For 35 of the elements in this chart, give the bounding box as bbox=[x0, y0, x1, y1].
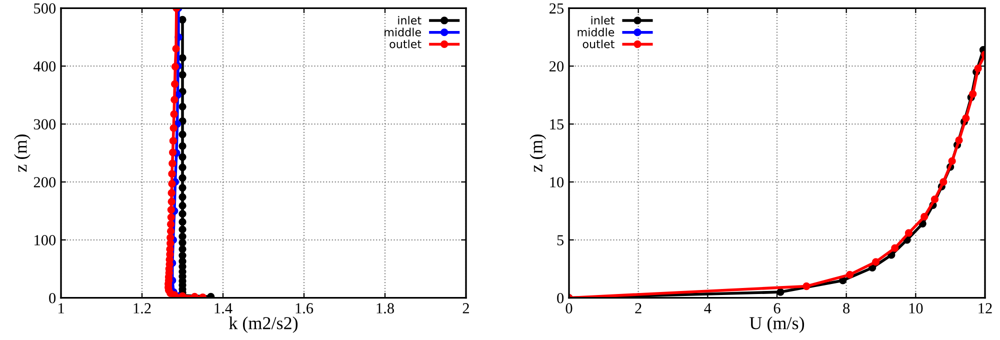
x-tick-label: 12 bbox=[978, 303, 992, 314]
y-tick-label: 100 bbox=[34, 235, 56, 246]
x-tick-label: 4 bbox=[704, 303, 712, 314]
legend-label: inlet bbox=[398, 16, 422, 25]
x-tick-label: 1 bbox=[58, 303, 64, 314]
legend-label: inlet bbox=[591, 16, 614, 25]
x-tick-label: 1.6 bbox=[296, 303, 314, 314]
y-tick-label: 15 bbox=[550, 119, 564, 130]
x-tick-label: 2 bbox=[635, 303, 642, 314]
legend-label: middle bbox=[384, 28, 421, 36]
y-axis-title: z (m) bbox=[530, 134, 546, 172]
x-tick-label: 8 bbox=[843, 303, 850, 314]
x-axis-title: k (m2/s2) bbox=[228, 316, 298, 333]
legend-label: middle bbox=[578, 28, 614, 36]
x-tick-label: 1.8 bbox=[376, 303, 394, 314]
x-tick-label: 10 bbox=[909, 303, 923, 314]
y-tick-label: 0 bbox=[49, 292, 56, 304]
x-axis-title: U (m/s) bbox=[750, 316, 804, 333]
y-tick-label: 300 bbox=[34, 119, 56, 130]
y-tick-label: 5 bbox=[557, 235, 564, 246]
y-tick-label: 10 bbox=[550, 177, 564, 188]
y-tick-label: 25 bbox=[550, 3, 564, 14]
legend-label: outlet bbox=[390, 40, 422, 48]
x-tick-label: 1.4 bbox=[214, 303, 232, 314]
x-tick-label: 1.2 bbox=[134, 303, 151, 314]
legend-label: outlet bbox=[582, 40, 614, 48]
x-tick-label: 2 bbox=[462, 303, 469, 314]
x-tick-label: 6 bbox=[774, 303, 780, 314]
y-tick-label: 200 bbox=[34, 177, 56, 188]
y-axis-title: z (m) bbox=[14, 134, 30, 172]
y-tick-label: 500 bbox=[34, 3, 56, 14]
y-tick-label: 20 bbox=[550, 61, 564, 72]
x-tick-label: 0 bbox=[566, 303, 572, 314]
y-tick-label: 400 bbox=[34, 61, 56, 72]
y-tick-label: 0 bbox=[557, 292, 564, 304]
